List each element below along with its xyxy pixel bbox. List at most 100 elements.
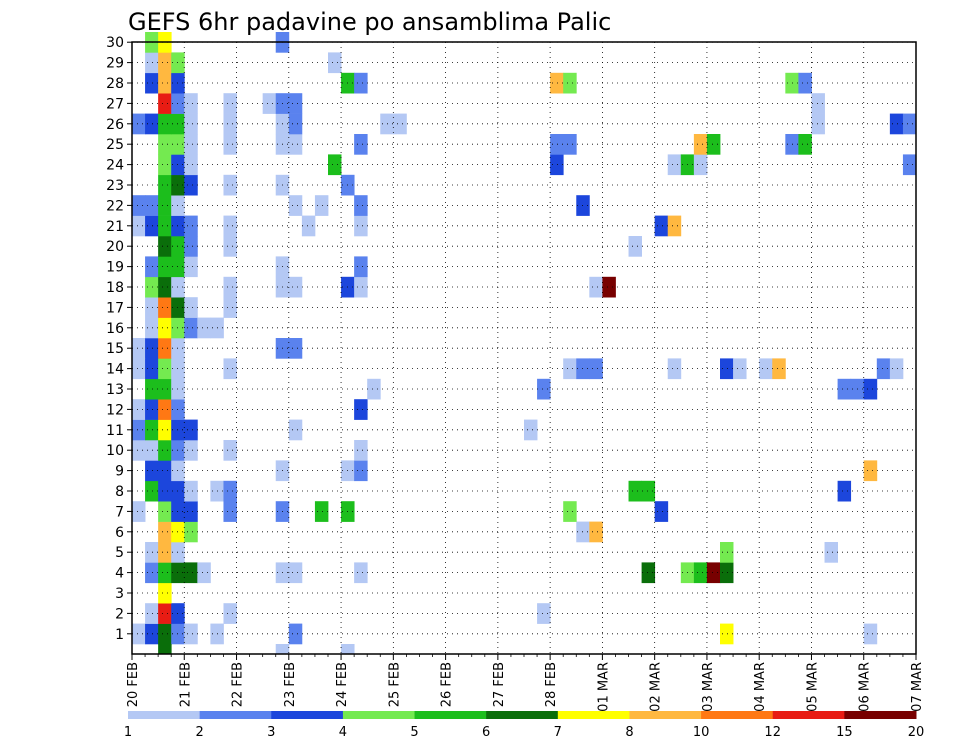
heat-cell (145, 276, 159, 298)
legend-label: 10 (693, 725, 710, 740)
heat-cell (314, 501, 329, 522)
heat-cell (184, 562, 198, 584)
heat-cell (537, 378, 551, 400)
heat-cell (354, 134, 368, 155)
y-tick-label: 17 (106, 300, 124, 316)
heat-cell (132, 501, 146, 522)
heat-cell (145, 623, 159, 645)
heat-cell (223, 215, 237, 237)
x-tick-label: 23 FEB (283, 662, 298, 707)
y-tick-label: 8 (115, 484, 124, 500)
legend-label: 8 (625, 725, 633, 740)
heat-cell (733, 358, 747, 380)
legend-label: 7 (554, 725, 562, 740)
legend-label: 6 (482, 725, 490, 740)
heat-cell (158, 236, 172, 257)
heat-cell (550, 72, 564, 94)
heat-cell (158, 562, 172, 584)
x-tick-label: 27 FEB (492, 662, 507, 707)
heat-cell (158, 338, 172, 359)
heat-cell (158, 174, 172, 196)
heat-cell (811, 113, 825, 135)
heat-cell (367, 378, 381, 400)
chart-title: GEFS 6hr padavine po ansamblima Palic (128, 8, 611, 36)
heat-cell (184, 113, 198, 135)
heat-cell (158, 644, 172, 655)
heat-cell (184, 134, 198, 155)
heat-cell (184, 501, 198, 522)
heat-cell (158, 72, 172, 94)
heat-cell (837, 480, 852, 502)
heat-cell (145, 562, 159, 584)
heat-cell (158, 460, 172, 482)
x-tick-label: 03 MAR (701, 662, 716, 712)
heat-cell (145, 52, 159, 74)
heat-cell (132, 440, 146, 461)
legend-label: 4 (339, 725, 347, 740)
heat-cell (876, 358, 891, 380)
legend-swatch (772, 711, 845, 719)
heat-cell (184, 93, 198, 114)
heat-cell (223, 236, 237, 257)
heat-cell (288, 276, 303, 298)
grid-layer (132, 41, 916, 654)
heat-cell (706, 134, 721, 155)
x-tick-label: 02 MAR (649, 662, 664, 712)
heat-cell (158, 52, 172, 74)
heat-cell (275, 644, 290, 655)
heat-cell (158, 399, 172, 420)
heat-cell (158, 93, 172, 114)
heat-cell (158, 419, 172, 441)
heat-cell (223, 276, 237, 298)
heat-cell (158, 501, 172, 522)
heat-cell (354, 440, 368, 461)
legend-swatch (701, 711, 774, 719)
heat-cell (145, 358, 159, 380)
y-tick-label: 18 (106, 280, 124, 296)
heat-cell (563, 358, 577, 380)
y-tick-label: 19 (106, 260, 124, 276)
x-tick-label: 05 MAR (806, 662, 821, 712)
x-tick-label: 22 FEB (231, 662, 246, 707)
heat-cell (223, 440, 237, 461)
heat-cell (524, 419, 538, 441)
heat-cell (158, 358, 172, 380)
x-tick-label: 24 FEB (335, 662, 350, 707)
y-tick-label: 3 (115, 586, 124, 602)
heat-cell (223, 93, 237, 114)
legend-swatch (629, 711, 702, 719)
x-tick-label: 06 MAR (858, 662, 873, 712)
heat-cell (145, 338, 159, 359)
heat-cell (667, 358, 682, 380)
heat-cell (223, 113, 237, 135)
heat-cell (158, 480, 172, 502)
heat-cell (145, 460, 159, 482)
heat-cell (288, 562, 303, 584)
heat-cell (628, 236, 642, 257)
heat-cell (158, 113, 172, 135)
heat-cell (589, 521, 603, 543)
heat-cell (223, 480, 237, 502)
heat-cell (354, 215, 368, 237)
heat-cell (889, 358, 904, 380)
heat-cell (145, 378, 159, 400)
y-tick-label: 5 (115, 545, 124, 561)
heat-cell (145, 419, 159, 441)
heat-cell (223, 603, 237, 624)
legend-swatch (271, 711, 344, 719)
heat-cell (798, 134, 812, 155)
x-tick-label: 28 FEB (544, 662, 559, 707)
heat-cell (288, 419, 303, 441)
heat-cell (720, 623, 734, 645)
heat-cell (184, 521, 198, 543)
legend-label: 12 (764, 725, 781, 740)
heat-cell (184, 297, 198, 318)
heat-cell (145, 440, 159, 461)
heat-cell (589, 276, 603, 298)
heat-cell (576, 195, 590, 216)
heat-cell (132, 195, 146, 216)
heat-cell (693, 154, 708, 176)
heat-cell (223, 134, 237, 155)
heat-cell (184, 440, 198, 461)
